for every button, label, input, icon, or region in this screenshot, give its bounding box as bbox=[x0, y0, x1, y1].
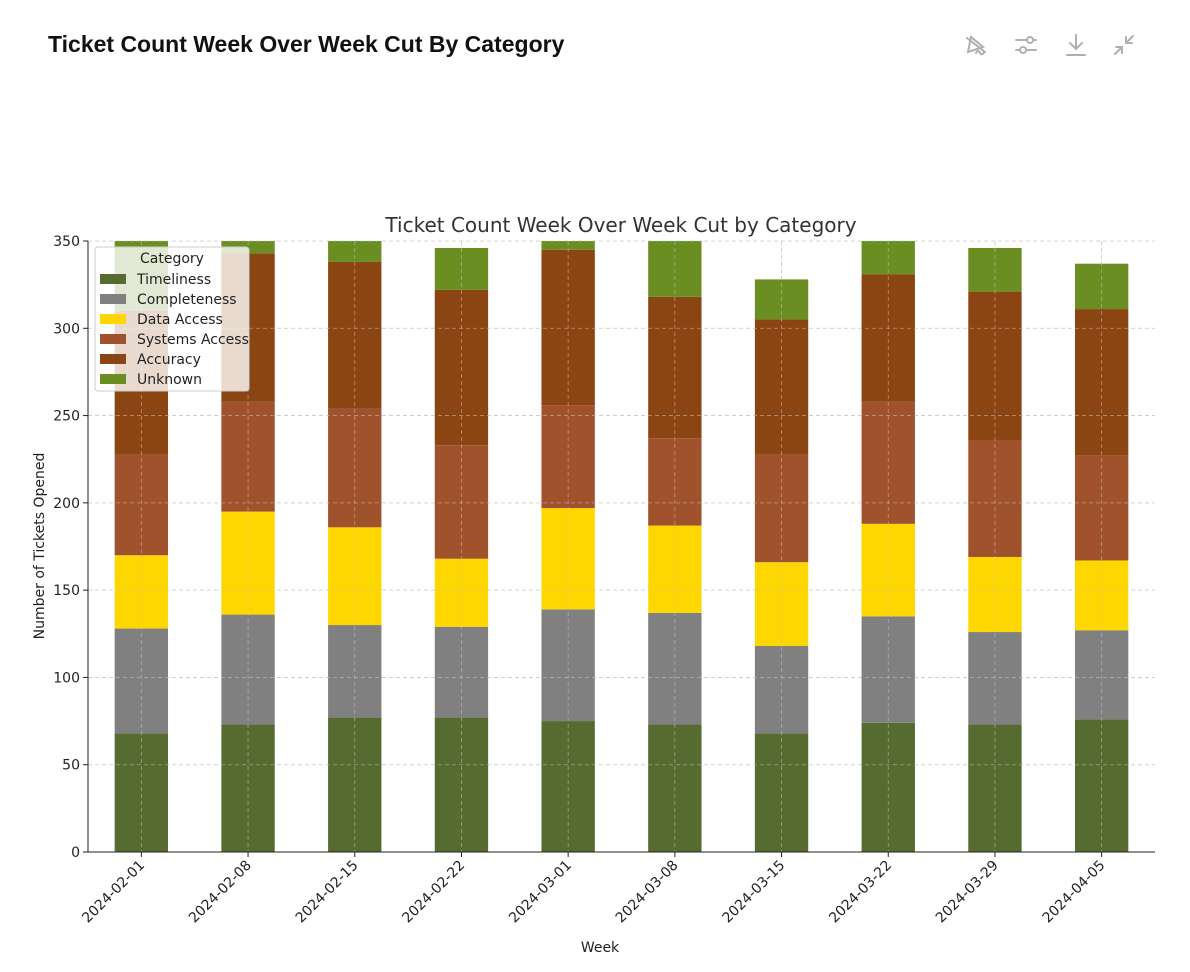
legend-label: Timeliness bbox=[136, 272, 211, 288]
legend-label: Unknown bbox=[137, 372, 202, 388]
x-axis-label: Week bbox=[581, 940, 620, 956]
legend-swatch bbox=[100, 374, 126, 384]
y-axis-label: Number of Tickets Opened bbox=[32, 453, 48, 640]
y-tick-label: 50 bbox=[62, 758, 80, 774]
legend-swatch bbox=[100, 334, 126, 344]
legend-label: Systems Access bbox=[137, 332, 249, 348]
y-tick-label: 350 bbox=[53, 234, 80, 250]
bar-systems-access bbox=[968, 440, 1022, 557]
x-tick-label: 2024-02-08 bbox=[186, 858, 255, 927]
collapse-icon bbox=[1114, 35, 1134, 55]
bar-timeliness bbox=[754, 733, 809, 852]
legend: Category Timeliness Completeness Data Acces… bbox=[94, 246, 250, 392]
y-tick-label: 200 bbox=[53, 496, 80, 512]
toggle-interactive-button[interactable] bbox=[963, 32, 989, 58]
y-tick-label: 150 bbox=[53, 583, 80, 599]
legend-label: Completeness bbox=[137, 292, 237, 308]
legend-swatch bbox=[100, 354, 126, 364]
x-tick-label: 2024-04-05 bbox=[1040, 858, 1109, 927]
x-tick-label: 2024-02-15 bbox=[293, 858, 362, 927]
download-icon bbox=[1066, 34, 1086, 56]
legend-label: Data Access bbox=[137, 312, 223, 328]
customize-sliders-icon bbox=[1015, 36, 1037, 54]
bar-unknown bbox=[434, 247, 489, 290]
customize-button[interactable] bbox=[1013, 32, 1039, 58]
x-tick-label: 2024-03-29 bbox=[933, 858, 1002, 927]
y-tick-label: 300 bbox=[53, 321, 80, 337]
bar-systems-access bbox=[541, 405, 595, 509]
legend-swatch bbox=[100, 274, 126, 284]
legend-title: Category bbox=[140, 251, 204, 267]
chart-card-title: Ticket Count Week Over Week Cut By Categ… bbox=[48, 31, 565, 57]
bar-completeness bbox=[114, 628, 169, 734]
chart-title: Ticket Count Week Over Week Cut by Categ… bbox=[384, 213, 856, 237]
collapse-button[interactable] bbox=[1111, 32, 1137, 58]
download-button[interactable] bbox=[1063, 32, 1089, 58]
x-tick-label: 2024-03-22 bbox=[826, 858, 895, 927]
bar-systems-access bbox=[114, 453, 169, 556]
x-tick-label: 2024-03-01 bbox=[506, 858, 575, 927]
bar-timeliness bbox=[114, 733, 169, 852]
bar-accuracy bbox=[861, 274, 915, 402]
y-tick-label: 100 bbox=[53, 670, 80, 686]
bar-unknown bbox=[541, 241, 595, 250]
legend-swatch bbox=[100, 294, 126, 304]
toggle-interactive-icon bbox=[966, 35, 986, 56]
legend-box bbox=[94, 246, 250, 392]
x-tick-label: 2024-03-08 bbox=[613, 858, 682, 927]
x-tick-label: 2024-03-15 bbox=[720, 858, 789, 927]
bar-data-access bbox=[754, 562, 809, 647]
bar-data-access bbox=[328, 527, 382, 626]
x-tick-label: 2024-02-01 bbox=[79, 858, 148, 927]
y-tick-label: 0 bbox=[71, 845, 80, 861]
legend-label: Accuracy bbox=[137, 352, 201, 368]
legend-swatch bbox=[100, 314, 126, 324]
x-tick-label: 2024-02-22 bbox=[399, 858, 468, 927]
y-tick-label: 250 bbox=[53, 409, 80, 425]
